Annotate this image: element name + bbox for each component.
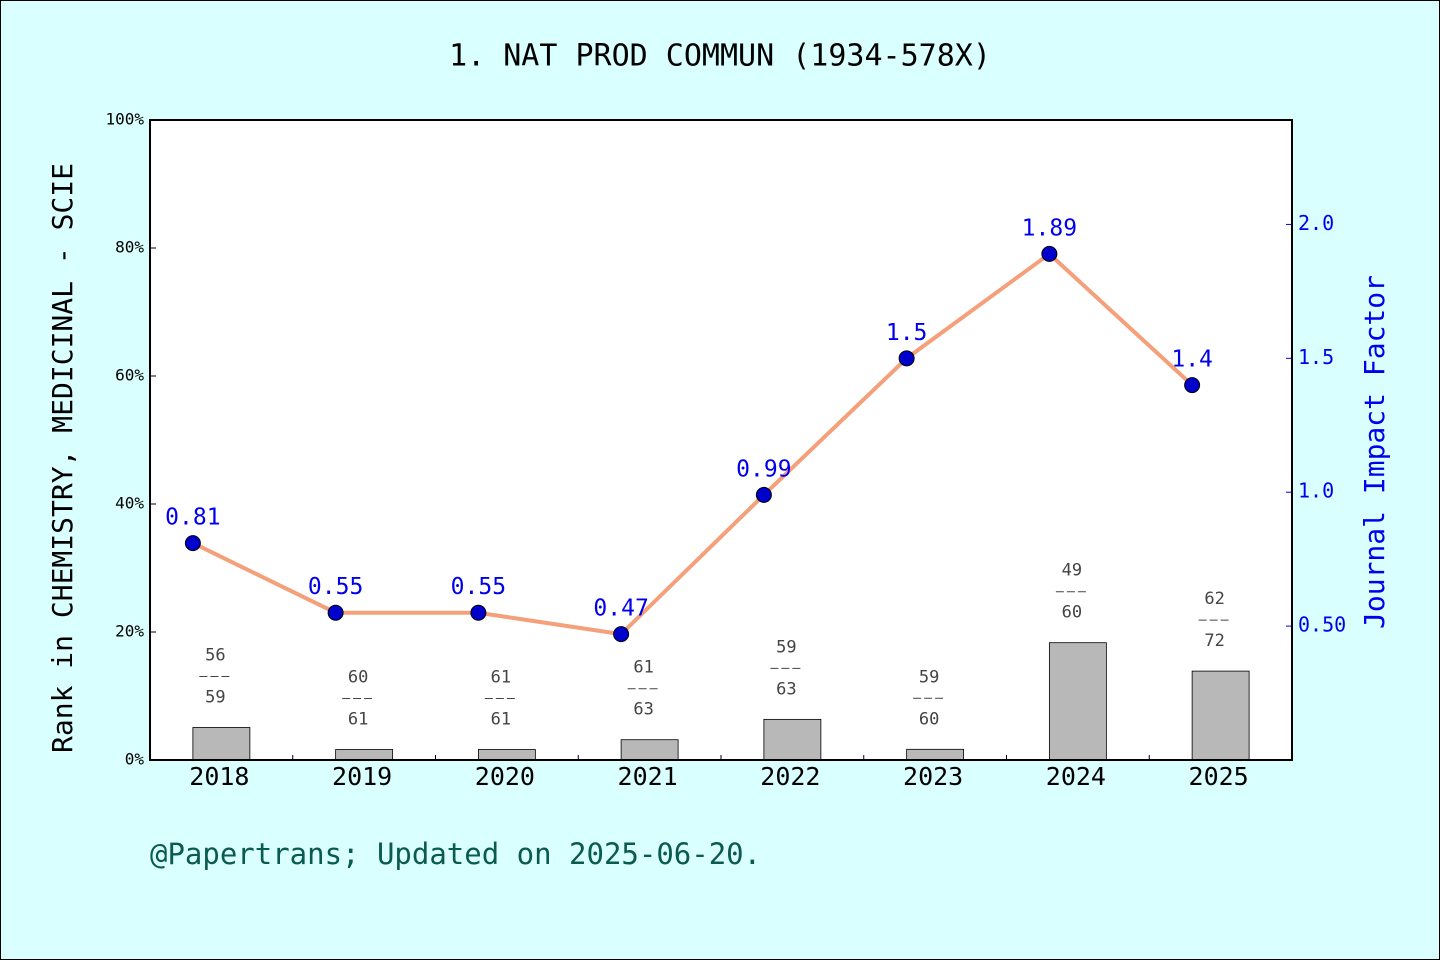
point: [1184, 377, 1201, 394]
y-tick-label: 0%: [125, 750, 145, 769]
total-label: 61: [491, 710, 511, 730]
rank-label: 56: [205, 645, 225, 665]
value-label: 0.47: [593, 596, 648, 622]
x-tick-label: 2025: [1189, 762, 1249, 791]
point: [613, 626, 630, 643]
value-label: 1.89: [1022, 215, 1077, 241]
point: [1041, 245, 1058, 262]
annotation: @Papertrans; Updated on 2025-06-20.: [150, 837, 761, 871]
y-tick-label: 60%: [115, 366, 144, 385]
rank-label: 62: [1204, 589, 1224, 609]
x-tick-label: 2023: [903, 762, 963, 791]
value-label: 0.81: [165, 505, 220, 531]
y2-axis-label: Journal Impact Factor: [1358, 275, 1391, 629]
bar: [1191, 670, 1250, 761]
total-label: 60: [1062, 603, 1082, 623]
total-label: 61: [348, 710, 368, 730]
bar: [763, 718, 822, 761]
rank-label: 61: [491, 668, 511, 688]
chart-title: 1. NAT PROD COMMUN (1934-578X): [449, 39, 991, 74]
value-label: 0.99: [736, 456, 791, 482]
x-tick-label: 2019: [332, 762, 392, 791]
bar: [620, 739, 679, 761]
y2-tick-label: 1.0: [1298, 479, 1334, 503]
x-tick-label: 2022: [760, 762, 820, 791]
plot-frame: [149, 119, 1293, 761]
rank-label: 59: [919, 667, 939, 687]
x-tick-label: 2020: [475, 762, 535, 791]
bar: [1048, 642, 1107, 761]
x-tick-label: 2021: [618, 762, 678, 791]
point: [470, 604, 487, 621]
total-label: 63: [633, 700, 653, 720]
y2-tick-label: 2.0: [1298, 211, 1334, 235]
y2-tick-label: 0.50: [1298, 613, 1346, 637]
rank-label: 61: [633, 658, 653, 678]
y-tick-label: 40%: [115, 494, 144, 513]
total-label: 59: [205, 687, 225, 707]
value-label: 1.5: [886, 320, 928, 346]
value-label: 0.55: [308, 574, 363, 600]
total-label: 63: [776, 679, 796, 699]
bar: [477, 749, 536, 761]
y-tick-label: 80%: [115, 238, 144, 257]
x-tick-label: 2024: [1046, 762, 1106, 791]
value-label: 0.55: [451, 574, 506, 600]
y2-tick-label: 1.5: [1298, 345, 1334, 369]
x-tick-label: 2018: [189, 762, 249, 791]
point: [184, 535, 201, 552]
bar: [192, 727, 251, 761]
rank-label: 49: [1062, 561, 1082, 581]
total-label: 60: [919, 709, 939, 729]
value-label: 1.4: [1171, 347, 1213, 373]
y-tick-label: 20%: [115, 622, 144, 641]
line: [191, 251, 1194, 637]
point: [327, 604, 344, 621]
rank-label: 59: [776, 637, 796, 657]
y-axis-label: Rank in CHEMISTRY, MEDICINAL - SCIE: [46, 163, 79, 753]
point: [755, 486, 772, 503]
point: [898, 350, 915, 367]
bar: [335, 749, 394, 761]
rank-label: 60: [348, 668, 368, 688]
bar: [906, 748, 965, 761]
y-tick-label: 100%: [105, 110, 144, 129]
total-label: 72: [1204, 631, 1224, 651]
plot-area: [150, 120, 1292, 760]
